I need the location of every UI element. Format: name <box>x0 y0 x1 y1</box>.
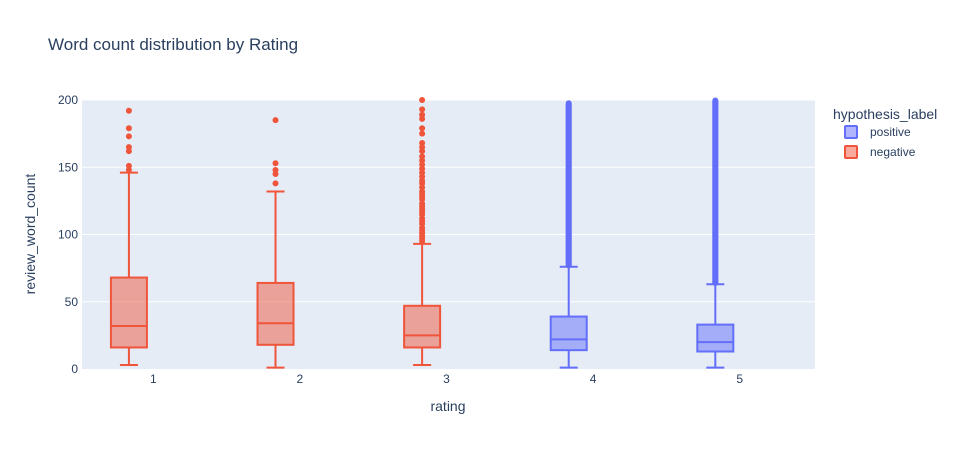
legend-swatch-negative <box>844 145 858 159</box>
x-tick-label: 2 <box>297 372 304 386</box>
outlier-point <box>272 160 279 167</box>
chart-title: Word count distribution by Rating <box>48 35 298 54</box>
box-body <box>403 304 442 349</box>
outlier-point <box>419 111 426 118</box>
outlier-point <box>419 106 426 113</box>
legend-label-negative: negative <box>870 145 916 159</box>
y-axis-title: review_word_count <box>22 174 38 295</box>
x-axis-title: rating <box>430 398 465 414</box>
outlier-point <box>419 130 426 137</box>
outlier-point <box>125 133 132 140</box>
y-tick-label: 50 <box>65 295 79 309</box>
outlier-point <box>565 100 572 107</box>
outlier-point <box>125 125 132 132</box>
outlier-point <box>125 162 132 169</box>
outlier-point <box>125 107 132 114</box>
x-tick-label: 3 <box>443 372 450 386</box>
outlier-point <box>272 180 279 187</box>
box-negative-rating-2 <box>256 117 295 369</box>
outlier-point <box>419 153 426 160</box>
box-body <box>109 276 148 349</box>
box-negative-rating-3 <box>403 97 442 366</box>
boxes <box>109 97 735 369</box>
x-tick-label: 4 <box>590 372 597 386</box>
legend-swatch-positive <box>844 125 858 139</box>
box-body <box>256 281 295 346</box>
x-tick-label: 1 <box>150 372 157 386</box>
outlier-point <box>419 97 426 103</box>
y-tick-label: 0 <box>71 362 78 376</box>
box-body <box>549 315 588 352</box>
x-axis-ticks: 1 2 3 4 5 <box>150 372 743 386</box>
gridlines <box>82 99 815 303</box>
legend-label-positive: positive <box>870 125 911 139</box>
y-axis-ticks: 0 50 100 150 200 <box>58 93 78 376</box>
outlier-point <box>272 166 279 173</box>
outlier-point <box>712 97 719 104</box>
x-tick-label: 5 <box>736 372 743 386</box>
box-negative-rating-1 <box>109 107 148 366</box>
y-tick-label: 200 <box>58 93 78 107</box>
box-positive-rating-5 <box>696 97 735 369</box>
legend: hypothesis_label positive negative <box>833 106 937 159</box>
y-tick-label: 150 <box>58 160 78 174</box>
outlier-point <box>272 117 279 124</box>
box-positive-rating-4 <box>549 100 588 369</box>
outlier-point <box>419 140 426 147</box>
outlier-point <box>419 125 426 132</box>
outlier-point <box>125 144 132 151</box>
y-tick-label: 100 <box>58 228 78 242</box>
legend-title: hypothesis_label <box>833 106 937 122</box>
box-body <box>696 323 735 353</box>
